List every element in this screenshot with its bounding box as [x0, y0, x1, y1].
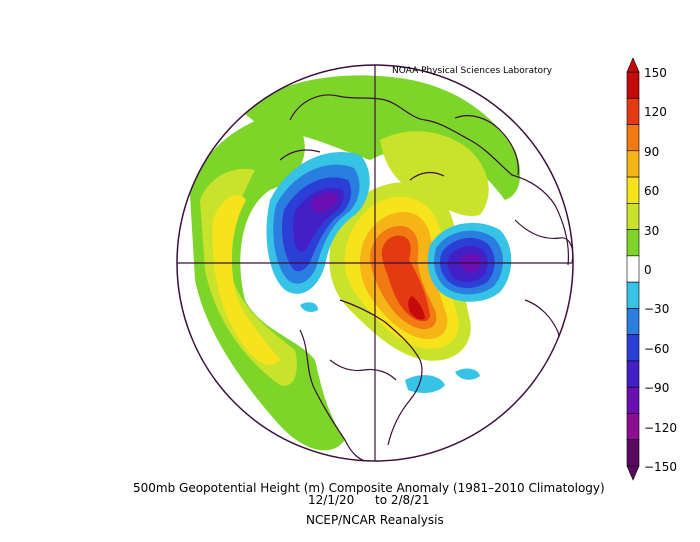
colorbar-tick-label: −60 — [644, 341, 670, 356]
colorbar-tick-label: 120 — [644, 105, 667, 120]
trough-west-purple — [311, 192, 338, 213]
colorbar-segment — [626, 176, 640, 204]
colorbar — [626, 57, 640, 481]
colorbar-segment — [626, 229, 640, 257]
colorbar-segment — [626, 413, 640, 441]
europe-ridge-green — [240, 75, 521, 200]
colorbar-tick-label: 90 — [644, 144, 660, 159]
arctic-ridge-redorange — [381, 235, 430, 322]
colorbar-segment — [626, 281, 640, 309]
anomaly-field — [190, 75, 573, 461]
cyan-patch-small1 — [455, 368, 480, 380]
colorbar-segment — [626, 386, 640, 414]
colorbar-tick-label: −120 — [644, 420, 677, 435]
colorbar-segment — [626, 308, 640, 335]
cyan-patch-atlantic — [405, 375, 445, 393]
cyan-patch-small2 — [300, 302, 318, 313]
colorbar-arrow-top — [626, 57, 640, 73]
colorbar-segment — [626, 124, 640, 152]
colorbar-segment — [626, 71, 640, 99]
colorbar-tick-label: −90 — [644, 381, 670, 396]
coastlines — [279, 94, 573, 461]
colorbar-tick-label: −150 — [644, 460, 677, 474]
caption-source: NCEP/NCAR Reanalysis — [306, 513, 444, 527]
pacific-ridge-yellow — [212, 195, 280, 365]
colorbar-segment — [626, 97, 640, 125]
colorbar-segment — [626, 255, 640, 283]
colorbar-tick-label: 0 — [644, 263, 652, 277]
colorbar-tick-label: 150 — [644, 66, 667, 80]
credit-label: NOAA Physical Sciences Laboratory — [392, 66, 553, 76]
colorbar-segment — [626, 203, 640, 230]
colorbar-segment — [626, 150, 640, 178]
arctic-ridge-red — [408, 296, 425, 320]
colorbar-tick-label: −30 — [644, 302, 670, 317]
colorbar-tick-label: 60 — [644, 184, 660, 199]
colorbar-segment — [626, 360, 640, 388]
caption-date-start: 12/1/20 — [308, 493, 355, 507]
caption-date-end: to 2/8/21 — [375, 493, 430, 507]
colorbar-tick-label: 30 — [644, 223, 660, 238]
colorbar-arrow-bottom — [626, 465, 640, 481]
europe-ridge-lightgreen — [380, 131, 489, 216]
caption-title: 500mb Geopotential Height (m) Composite … — [133, 481, 605, 495]
colorbar-segment — [626, 334, 640, 362]
colorbar-segment — [626, 439, 640, 467]
